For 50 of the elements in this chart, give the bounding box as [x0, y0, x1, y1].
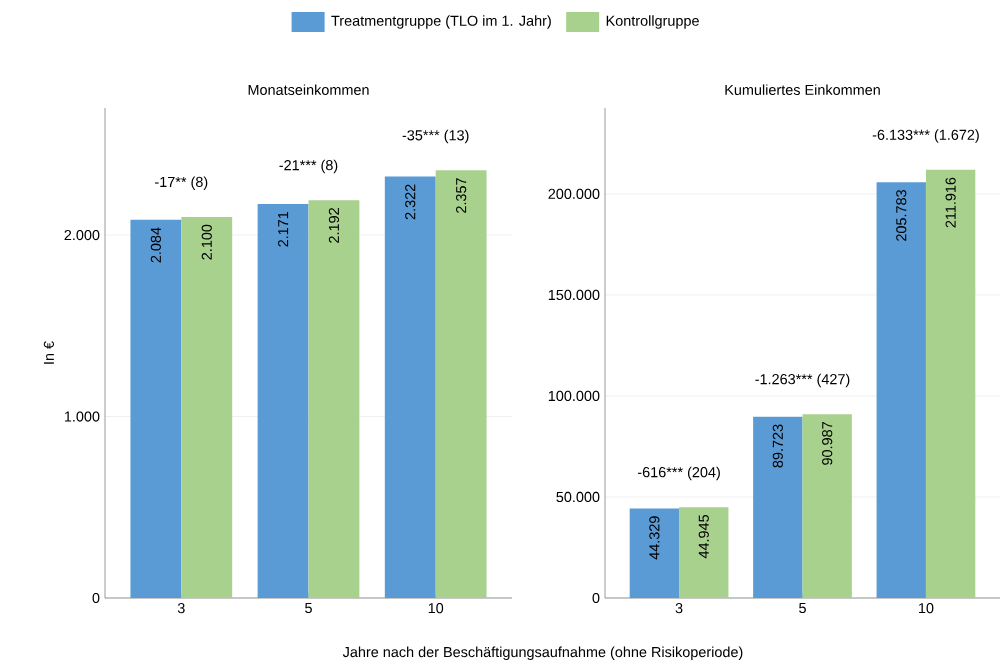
annotation: -17** (8) [155, 176, 208, 190]
data-label: 211.916 [945, 177, 956, 228]
bar [802, 414, 852, 598]
data-label: 2.100 [201, 224, 212, 260]
bar [753, 416, 803, 598]
x-tick-label: 3 [675, 603, 683, 614]
y-tick-label: 200.000 [548, 188, 600, 199]
bar [629, 508, 680, 598]
annotation: -616*** (204) [637, 466, 720, 481]
data-label: 90.987 [822, 422, 833, 465]
bar [257, 204, 309, 598]
bar [925, 169, 976, 598]
y-tick-label: 1.000 [64, 411, 100, 422]
x-tick-label: 5 [799, 603, 806, 614]
y-tick-label: 100.000 [548, 390, 600, 402]
bar [679, 507, 729, 598]
x-tick-label: 10 [919, 603, 934, 614]
bar [435, 170, 487, 598]
bar [308, 200, 360, 598]
y-tick-label: 150.000 [548, 289, 600, 301]
y-tick-label: 50.000 [556, 491, 600, 503]
data-label: 2.192 [328, 208, 340, 243]
annotation: -6.133*** (1.672) [872, 129, 979, 143]
data-label: 2.322 [405, 184, 416, 220]
x-tick-label: 10 [428, 603, 444, 614]
annotation: -21*** (8) [279, 159, 338, 174]
bar [384, 176, 436, 598]
legend-label: Treatmentgruppe (TLO im 1. Jahr) [331, 15, 551, 29]
annotation: -35*** (13) [402, 129, 469, 144]
data-label: 2.357 [456, 178, 467, 213]
x-axis-title: Jahre nach der Beschäftigungsaufnahme (ohne Risikoperiode) [342, 646, 743, 660]
x-tick-label: 3 [177, 603, 185, 614]
x-tick-label: 5 [305, 603, 312, 614]
data-label: 89.723 [772, 424, 783, 468]
y-axis-title: In € [43, 341, 55, 364]
y-tick-label: 0 [592, 592, 600, 604]
data-label: 44.329 [649, 516, 660, 560]
y-tick-label: 2.000 [64, 229, 100, 241]
bar [181, 216, 233, 598]
data-label: 2.171 [278, 211, 289, 247]
legend-label: Kontrollgruppe [606, 15, 699, 29]
y-tick-label: 0 [92, 592, 100, 604]
annotation: -1.263*** (427) [755, 373, 850, 388]
data-label: 2.084 [150, 227, 161, 263]
data-label: 205.783 [896, 190, 907, 241]
bar [876, 182, 926, 598]
chart-title: Monatseinkommen [248, 84, 369, 95]
chart-title: Kumuliertes Einkommen [725, 84, 880, 95]
data-label: 44.945 [698, 514, 709, 559]
bar [130, 219, 182, 598]
